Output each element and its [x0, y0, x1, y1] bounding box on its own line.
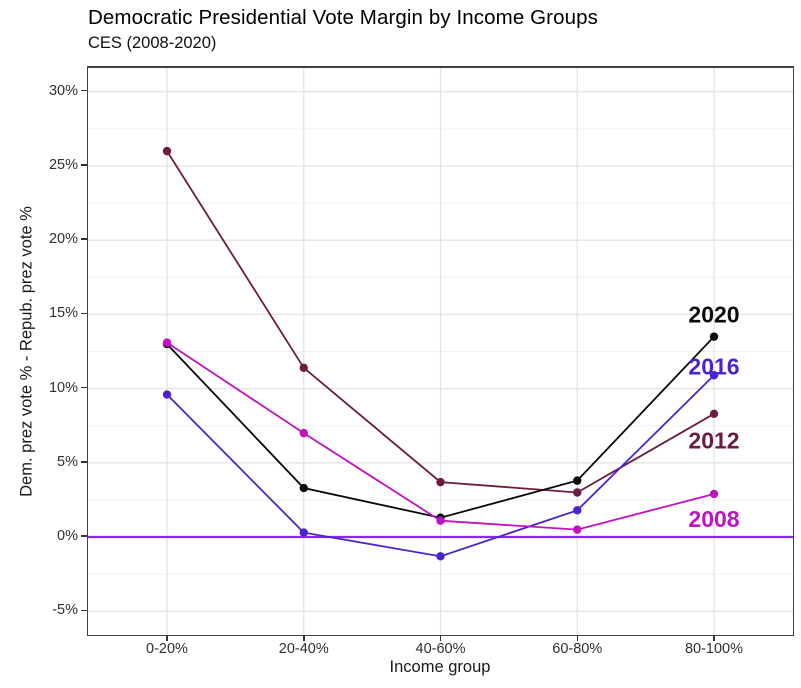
y-tick-label: 10%	[48, 379, 78, 396]
chart-canvas: 2020 2016 2012 2008	[87, 67, 793, 635]
x-tick-label: 60-80%	[552, 641, 603, 657]
data-point-2016	[709, 370, 718, 379]
y-tick-label: 5%	[57, 453, 78, 470]
y-tick-label: 0%	[57, 528, 78, 545]
data-point-2008	[572, 524, 581, 534]
y-tick-mark	[81, 89, 87, 92]
y-tick-label: 30%	[48, 82, 78, 99]
data-point-2012	[572, 487, 581, 497]
year-label-2012: 2012	[688, 427, 739, 453]
data-point-2012	[709, 409, 718, 418]
chart-subtitle: CES (2008-2020)	[88, 34, 217, 52]
y-tick-label: 25%	[48, 156, 78, 173]
x-tick-mark	[576, 635, 578, 641]
y-tick-mark	[81, 461, 87, 463]
data-point-2016	[162, 389, 171, 399]
data-point-2012	[299, 363, 308, 372]
y-tick-label: -5%	[52, 602, 78, 619]
data-point-2012	[162, 146, 171, 155]
year-label-2020: 2020	[688, 301, 739, 327]
x-tick-label: 0-20%	[146, 641, 188, 657]
data-point-2020	[299, 483, 308, 492]
y-tick-mark	[81, 535, 87, 537]
data-point-2016	[299, 527, 308, 537]
data-point-2016	[435, 551, 445, 561]
data-point-2016	[572, 505, 581, 515]
x-axis-title: Income group	[389, 658, 491, 676]
y-tick-mark	[81, 609, 87, 611]
data-point-2020	[709, 331, 718, 341]
data-point-2008	[709, 489, 718, 498]
data-point-2008	[435, 516, 445, 525]
x-tick-label: 40-60%	[415, 641, 466, 657]
x-tick-mark	[439, 635, 442, 641]
data-point-2020	[572, 475, 581, 485]
x-tick-mark	[303, 635, 305, 641]
chart-title: Democratic Presidential Vote Margin by I…	[88, 6, 598, 29]
plot-panel: 2020 2016 2012 2008	[86, 65, 794, 636]
x-tick-label: 80-100%	[684, 641, 744, 657]
data-point-2008	[299, 428, 308, 437]
y-tick-mark	[81, 312, 87, 315]
year-label-2016: 2016	[688, 353, 739, 379]
y-axis-title: Dem. prez vote % - Repub. prez vote %	[17, 206, 36, 497]
y-tick-mark	[81, 386, 87, 389]
x-tick-label: 20-40%	[278, 641, 329, 657]
data-point-2012	[435, 477, 445, 486]
x-tick-mark	[166, 635, 168, 641]
y-tick-label: 20%	[48, 231, 78, 248]
y-tick-label: 15%	[48, 305, 78, 322]
x-tick-mark	[713, 635, 715, 641]
data-point-2008	[162, 337, 171, 347]
y-tick-mark	[81, 238, 87, 240]
year-label-2008: 2008	[688, 506, 739, 532]
y-tick-mark	[81, 164, 87, 166]
